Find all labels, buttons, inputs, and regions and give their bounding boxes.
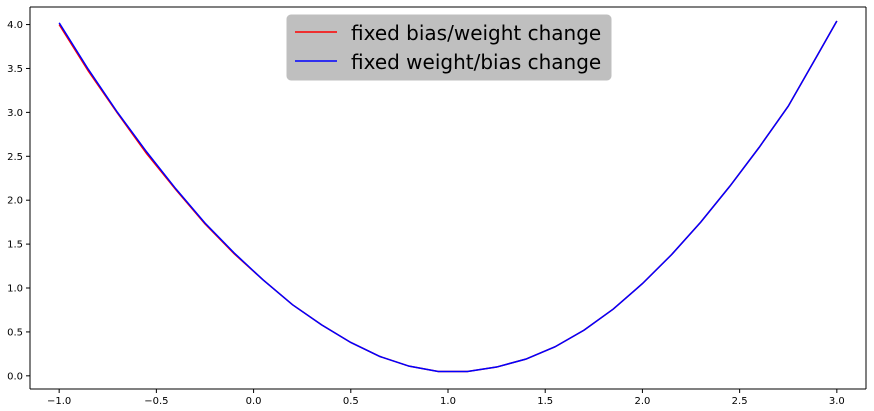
y-tick-label: 1.5 (7, 240, 23, 251)
x-tick-label: 2.0 (634, 396, 650, 407)
x-tick-label: 3.0 (829, 396, 845, 407)
y-tick-label: 0.0 (7, 371, 23, 382)
x-tick-label: −1.0 (47, 396, 71, 407)
x-tick-label: 1.5 (537, 396, 553, 407)
y-tick-label: 2.0 (7, 196, 23, 207)
y-tick-label: 2.5 (7, 152, 23, 163)
series-line-2 (58, 20, 838, 373)
y-tick-label: 0.5 (7, 327, 23, 338)
x-tick-label: 1.0 (440, 396, 456, 407)
y-tick-label: 1.0 (7, 284, 23, 295)
x-tick-label: 2.5 (732, 396, 748, 407)
legend-label-series-1: fixed bias/weight change (351, 21, 601, 45)
legend-box (286, 14, 612, 81)
y-tick-label: 3.0 (7, 108, 23, 119)
series-layer (58, 20, 838, 373)
y-tick-label: 4.0 (7, 20, 23, 31)
x-tick-label: 0.5 (343, 396, 359, 407)
y-tick-label: 3.5 (7, 64, 23, 75)
x-tick-label: −0.5 (144, 396, 168, 407)
legend: fixed bias/weight change fixed weight/bi… (286, 14, 612, 81)
legend-label-series-2: fixed weight/bias change (351, 50, 601, 74)
x-tick-label: 0.0 (246, 396, 262, 407)
ticks-layer: −1.0 −0.5 0.0 0.5 1.0 1.5 2.0 2.5 3.0 0.0 0.5 1.0 1.… (7, 20, 845, 407)
